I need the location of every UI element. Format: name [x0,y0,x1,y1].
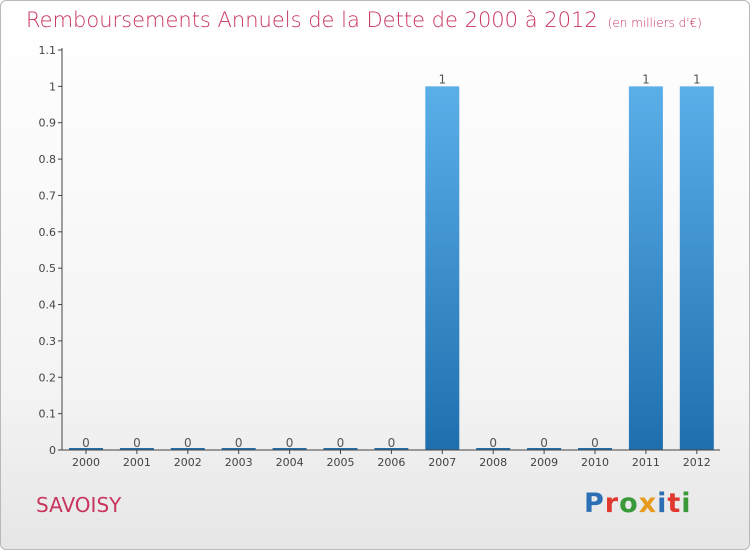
y-axis: 0 0.1 0.2 0.3 0.4 0.5 0.6 0.7 0.8 0.9 1 1.1 [39,44,63,457]
y-tick-label: 0.8 [39,153,57,166]
y-tick-label: 1.1 [39,44,57,57]
x-tick-label: 2003 [225,456,253,469]
x-tick-label: 2012 [683,456,711,469]
x-axis: 2000 2001 2002 2003 2004 2005 2006 2007 2008 2009… [62,449,720,469]
bar [119,448,154,450]
y-tick-label: 1 [49,80,56,93]
chart-subtitle: (en milliers d'€) [607,16,702,30]
x-tick-label: 2001 [123,456,151,469]
x-tick-label: 2011 [632,456,660,469]
y-tick-label: 0 [49,444,56,457]
y-tick-label: 0.9 [39,117,57,130]
logo-letter: t [667,488,682,519]
data-label: 0 [489,436,497,450]
data-label: 0 [235,436,243,450]
x-tick-label: 2007 [428,456,456,469]
bar [578,448,612,450]
bar [679,86,714,450]
bar [69,448,103,450]
bar [476,448,511,450]
data-label: 0 [540,436,548,450]
x-tick-label: 2009 [530,456,558,469]
logo-letter: i [681,488,692,519]
x-tick-label: 2010 [581,456,609,469]
data-label: 1 [438,72,446,86]
bar [527,448,562,450]
bar [374,448,409,450]
data-label: 0 [337,436,345,450]
y-tick-label: 0.5 [39,262,57,275]
bar [170,448,205,450]
logo-letter: o [619,488,639,519]
logo-letter: r [604,488,620,519]
x-tick-label: 2006 [377,456,405,469]
data-label: 0 [388,436,396,450]
commune-name: SAVOISY [36,493,122,517]
y-tick-label: 0.4 [39,299,57,312]
data-label: 0 [133,436,141,450]
data-label: 0 [591,436,599,450]
proxiti-logo: Proxiti [584,488,692,519]
bar [425,86,460,450]
data-label: 1 [642,72,650,86]
y-tick-label: 0.3 [39,335,57,348]
logo-letter: x [638,488,658,519]
data-label: 1 [693,72,701,86]
chart-title: Remboursements Annuels de la Dette de 20… [26,8,702,32]
y-tick-label: 0.2 [39,371,57,384]
x-tick-label: 2008 [479,456,507,469]
chart-title-text: Remboursements Annuels de la Dette de 20… [26,8,598,32]
bars: 0 0 0 0 0 0 0 1 0 0 0 1 1 [69,72,714,450]
y-tick-label: 0.6 [39,226,57,239]
y-tick-label: 0.1 [39,408,57,421]
x-tick-label: 2004 [276,456,304,469]
y-tick-label: 0.7 [39,189,57,202]
bar [221,448,256,450]
bar [272,448,307,450]
data-label: 0 [82,436,90,450]
x-tick-label: 2002 [174,456,202,469]
data-label: 0 [286,436,294,450]
x-tick-label: 2000 [72,456,100,469]
data-label: 0 [184,436,192,450]
x-tick-label: 2005 [327,456,355,469]
bar [628,86,663,450]
bar [323,448,358,450]
logo-letter: P [584,488,605,519]
logo-letter: i [657,488,668,519]
